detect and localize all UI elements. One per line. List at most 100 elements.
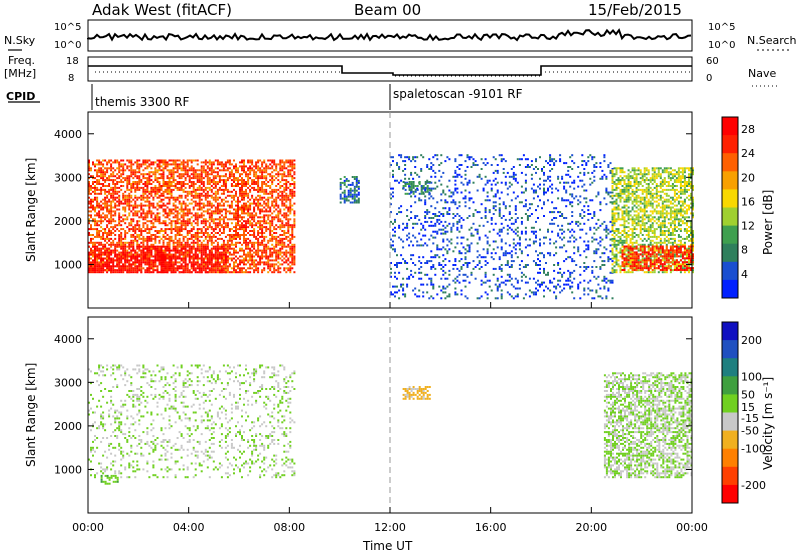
power-cell-3 — [412, 262, 415, 264]
power-cell-0 — [106, 204, 109, 207]
power-cell-0 — [132, 243, 135, 246]
power-cell-0 — [102, 185, 105, 187]
power-cell-0 — [118, 234, 121, 236]
power-cell-3 — [408, 218, 411, 221]
power-cell-0 — [138, 235, 141, 238]
power-cell-0 — [245, 175, 247, 178]
power-cell-1 — [122, 257, 125, 260]
power-cell-0 — [152, 204, 155, 207]
power-cell-0 — [182, 163, 185, 166]
power-cell-0 — [202, 210, 205, 213]
power-cell-2 — [351, 183, 354, 186]
power-cell-0 — [98, 167, 101, 170]
power-cell-0 — [237, 257, 239, 260]
power-cell-1 — [148, 261, 151, 264]
power-cell-0 — [178, 239, 181, 242]
power-cell-1 — [156, 253, 159, 256]
power-cell-0 — [102, 232, 105, 234]
power-cell-0 — [243, 230, 245, 232]
power-cell-1 — [206, 271, 209, 274]
power-cell-0 — [152, 198, 155, 201]
power-cell-0 — [259, 222, 262, 225]
power-cell-3 — [460, 154, 463, 157]
power-cell-0 — [114, 179, 117, 182]
power-cell-0 — [156, 196, 159, 199]
power-cell-0 — [110, 237, 113, 240]
power-cell-3 — [486, 236, 489, 239]
power-cell-3 — [444, 160, 447, 163]
power-cell-1 — [142, 259, 145, 262]
power-cell-3 — [484, 275, 487, 278]
power-cell-0 — [148, 206, 151, 209]
power-cell-1 — [118, 269, 121, 272]
power-cell-0 — [142, 241, 145, 244]
power-cell-3 — [404, 181, 407, 184]
power-cell-0 — [257, 243, 260, 246]
power-cell-0 — [279, 234, 282, 236]
power-cell-0 — [102, 188, 105, 191]
power-cell-0 — [293, 212, 296, 215]
power-cell-0 — [138, 228, 141, 231]
power-cell-0 — [249, 212, 252, 215]
power-cell-3 — [444, 248, 447, 251]
power-cell-0 — [216, 204, 219, 207]
power-cell-0 — [176, 214, 179, 217]
power-cell-0 — [210, 237, 213, 240]
power-cell-0 — [245, 188, 247, 191]
power-cell-1 — [188, 257, 191, 260]
power-cell-3 — [408, 232, 411, 235]
power-cell-1 — [138, 269, 141, 272]
power-cell-0 — [136, 222, 139, 225]
power-cell-1 — [218, 255, 221, 258]
power-cell-0 — [114, 224, 117, 227]
power-cell-3 — [430, 224, 433, 227]
power-cell-1 — [146, 257, 149, 260]
power-cell-0 — [140, 228, 143, 231]
power-cell-0 — [170, 171, 173, 174]
power-cell-0 — [218, 179, 221, 182]
power-cell-0 — [233, 235, 235, 238]
power-cell-1 — [114, 259, 117, 262]
power-cell-1 — [100, 265, 103, 268]
power-cell-0 — [150, 163, 153, 166]
power-cell-3 — [406, 238, 409, 241]
power-cell-3 — [448, 273, 451, 276]
power-cell-0 — [214, 222, 217, 225]
power-cell-0 — [110, 220, 113, 223]
power-cell-0 — [92, 190, 94, 193]
power-cell-0 — [106, 210, 109, 213]
power-cell-0 — [226, 204, 229, 207]
power-cell-3 — [396, 285, 398, 288]
power-cell-0 — [228, 239, 231, 242]
power-cell-0 — [267, 185, 270, 187]
power-cell-0 — [253, 245, 256, 248]
power-cell-0 — [102, 175, 105, 178]
power-cell-0 — [200, 181, 203, 183]
power-cell-3 — [424, 217, 427, 219]
power-cell-3 — [492, 258, 495, 261]
power-cell-1 — [196, 245, 199, 248]
power-cell-0 — [228, 175, 231, 178]
power-cell-3 — [428, 238, 431, 241]
power-cell-0 — [251, 230, 254, 232]
power-cell-0 — [192, 228, 195, 231]
power-cell-0 — [269, 234, 272, 236]
power-cell-0 — [108, 208, 111, 211]
power-cell-0 — [172, 163, 175, 166]
power-cell-3 — [484, 199, 487, 202]
power-cell-0 — [257, 245, 260, 248]
power-cell-0 — [138, 234, 141, 236]
power-cell-3 — [430, 220, 433, 223]
power-cell-0 — [293, 247, 296, 250]
power-cell-0 — [156, 216, 159, 219]
power-cell-1 — [104, 257, 107, 260]
power-cell-0 — [277, 163, 280, 166]
power-cell-1 — [98, 253, 101, 256]
power-cell-0 — [212, 163, 215, 166]
power-cell-0 — [230, 194, 233, 197]
power-cell-0 — [116, 204, 119, 207]
power-cell-3 — [472, 215, 475, 217]
power-cell-3 — [430, 195, 433, 198]
power-cell-0 — [108, 230, 111, 232]
power-cell-1 — [108, 253, 111, 256]
